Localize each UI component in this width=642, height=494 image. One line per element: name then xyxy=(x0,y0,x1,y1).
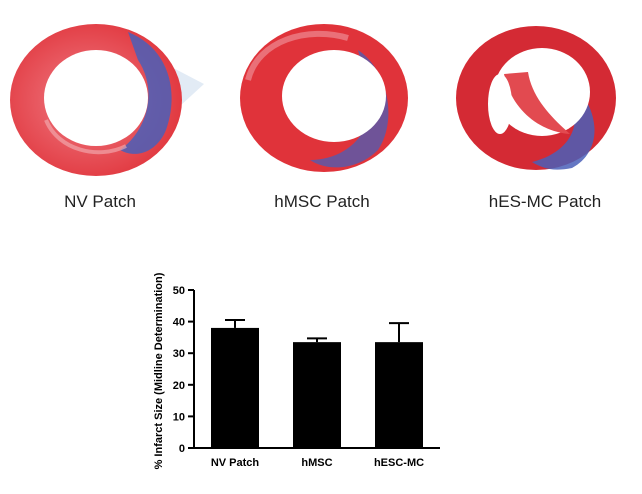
histology-image-nv-patch xyxy=(10,24,204,176)
chart-labels: 0 10 20 30 40 50 NV Patch hMSC hESC-MC xyxy=(173,285,424,469)
y-axis-label: % Infarct Size (Midline Determination) xyxy=(153,272,165,469)
histology-image-hes-mc-patch xyxy=(456,26,616,170)
panel-caption-hes-mc-patch: hES-MC Patch xyxy=(488,192,602,211)
x-category-label: NV Patch xyxy=(211,457,260,469)
infarct-size-bar-chart: 0 10 20 30 40 50 NV Patch hMSC hESC-MC % Infarct… xyxy=(153,272,440,469)
bar-hesc-mc xyxy=(375,342,423,448)
y-tick-label: 30 xyxy=(173,348,185,360)
bar-hmsc xyxy=(293,342,341,448)
bar-nv-patch xyxy=(211,327,259,448)
y-tick-label: 50 xyxy=(173,285,185,297)
y-tick-label: 10 xyxy=(173,411,185,423)
panel-caption-nv-patch: NV Patch xyxy=(64,192,136,211)
histology-image-hmsc-patch xyxy=(240,24,408,172)
chart-bars xyxy=(211,319,423,448)
y-tick-label: 40 xyxy=(173,317,185,329)
y-tick-label: 20 xyxy=(173,380,185,392)
x-category-label: hESC-MC xyxy=(374,457,424,469)
x-category-label: hMSC xyxy=(301,457,332,469)
panel-caption-hmsc-patch: hMSC Patch xyxy=(274,192,370,211)
y-tick-label: 0 xyxy=(179,443,185,455)
